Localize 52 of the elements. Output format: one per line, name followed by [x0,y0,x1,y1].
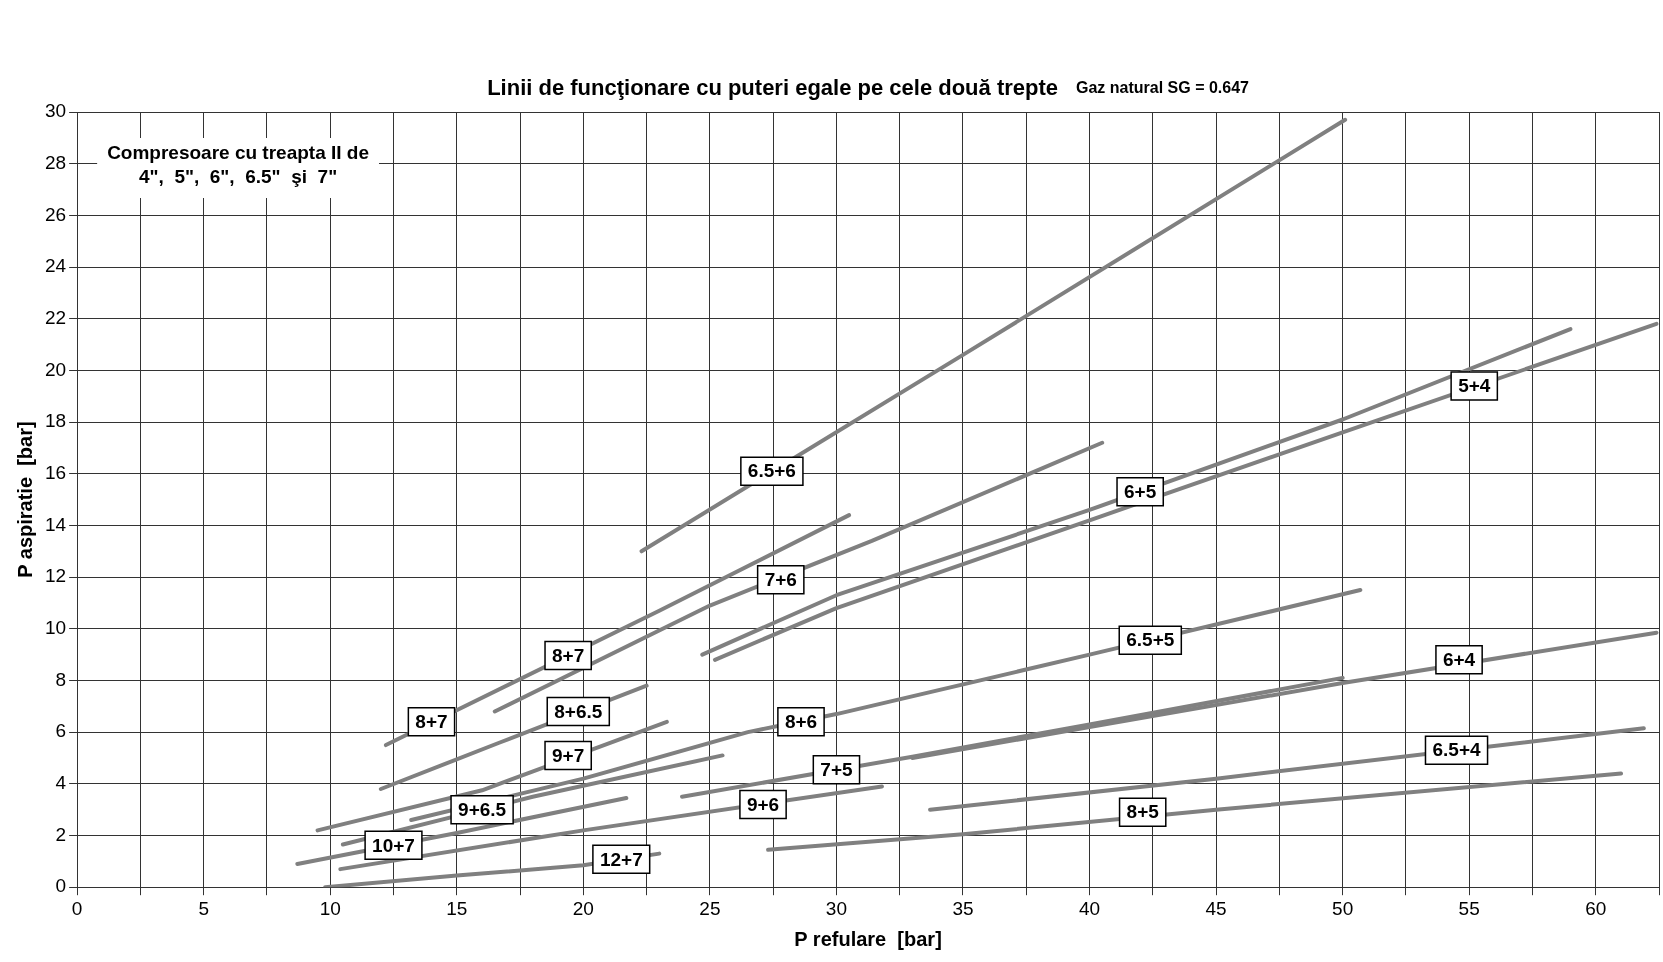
x-tick-label: 40 [1078,897,1101,919]
annotation: 8+7 [552,644,585,666]
y-tick-label: 20 [44,358,67,380]
y-tick-label: 0 [55,875,67,897]
x-tick-label: 20 [572,897,594,919]
annotation: 8+6.5 [554,700,603,722]
y-tick-label: 8 [55,668,67,690]
x-tick-label: 10 [319,897,341,919]
y-tick-label: 22 [44,306,67,328]
annotation: 6.5+5 [1126,629,1175,651]
y-tick-label: 12 [44,565,67,587]
annotation: 8+7 [415,711,448,733]
x-tick-label: 50 [1332,897,1354,919]
annotation: 8+6 [784,711,818,733]
annotation: 6.5+6 [747,460,796,482]
annotation: 9+6.5 [458,798,507,820]
annotation: 8+5 [1126,801,1160,823]
y-tick-label: 4 [55,772,67,794]
chart-subtitle: Gaz natural SG = 0.647 [1076,79,1250,97]
annotation: 6.5+4 [1432,739,1481,761]
y-tick-label: 10 [44,617,67,639]
y-tick-label: 30 [44,100,67,122]
chart-title: Linii de funcţionare cu puteri egale pe cele două trepte [487,75,1059,101]
x-tick-label: 35 [952,897,974,919]
y-tick-label: 6 [55,720,67,742]
x-tick-label: 55 [1458,897,1480,919]
annotation: Compresoare cu treapta II de 4", 5", 6", 6.5" şi 7" [107,142,369,188]
x-tick-label: 0 [71,897,83,919]
y-tick-label: 18 [44,410,67,432]
x-tick-label: 60 [1585,897,1607,919]
x-tick-label: 25 [699,897,721,919]
annotation: 10+7 [372,834,415,856]
y-tick-label: 26 [44,203,67,225]
y-tick-label: 16 [44,461,67,483]
x-axis-title: P refulare [bar] [794,927,942,950]
annotation: 7+5 [820,758,853,780]
annotation: 7+6 [764,568,797,590]
x-tick-label: 30 [825,897,847,919]
annotation: 9+6 [746,793,780,815]
x-tick-label: 45 [1205,897,1227,919]
x-tick-label: 5 [198,897,209,919]
annotation: 6+4 [1442,649,1476,671]
annotation: 9+7 [552,744,585,766]
y-tick-label: 14 [44,513,67,535]
y-tick-label: 24 [44,255,67,277]
x-tick-label: 15 [446,897,468,919]
annotation: 12+7 [599,848,643,870]
annotation: 6+5 [1124,481,1157,503]
annotation: 5+4 [1458,375,1491,397]
y-tick-label: 2 [55,823,67,845]
y-axis-title: P aspiratie [bar] [13,421,36,578]
y-tick-label: 28 [44,151,67,173]
